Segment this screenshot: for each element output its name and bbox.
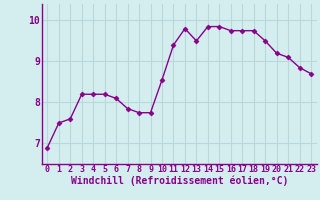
X-axis label: Windchill (Refroidissement éolien,°C): Windchill (Refroidissement éolien,°C) (70, 176, 288, 186)
